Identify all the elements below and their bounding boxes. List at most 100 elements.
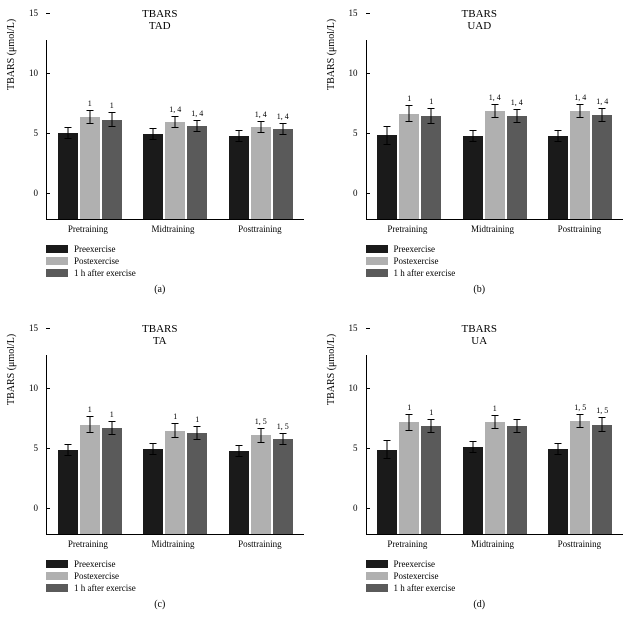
x-label: Midtraining xyxy=(151,539,194,549)
bar-groups: 111, 41, 41, 41, 4 xyxy=(367,40,624,219)
bar-fill xyxy=(143,134,163,219)
panel-d: TBARSUATBARS (μmol/L)0510151111, 51, 5Pr… xyxy=(320,315,639,629)
bar-annotation: 1 xyxy=(88,99,92,108)
bar-annotation: 1, 5 xyxy=(574,403,586,412)
bar-annotation: 1 xyxy=(88,405,92,414)
legend: PreexercisePostexercise1 h after exercis… xyxy=(46,559,314,593)
bar-fill xyxy=(187,126,207,220)
error-bar xyxy=(282,123,283,135)
y-axis-label: TBARS (μmol/L) xyxy=(6,19,17,90)
bar-fill xyxy=(58,133,78,219)
bar xyxy=(229,451,249,534)
legend: PreexercisePostexercise1 h after exercis… xyxy=(366,559,634,593)
error-bar xyxy=(431,108,432,125)
bar: 1, 5 xyxy=(570,421,590,534)
title-line1: TBARS xyxy=(142,8,177,20)
bar-annotation: 1 xyxy=(407,403,411,412)
legend-item: Preexercise xyxy=(366,244,634,254)
bar-annotation: 1, 4 xyxy=(511,98,523,107)
error-bar xyxy=(558,443,559,455)
y-tick: 0 xyxy=(34,503,39,513)
x-label: Posttraining xyxy=(238,224,282,234)
legend-item: 1 h after exercise xyxy=(46,583,314,593)
bar-groups: 11111, 51, 5 xyxy=(47,355,304,534)
error-bar xyxy=(494,415,495,429)
error-bar xyxy=(89,110,90,124)
bar-fill xyxy=(377,135,397,219)
bar xyxy=(548,136,568,219)
error-bar xyxy=(409,105,410,122)
error-bar xyxy=(516,419,517,433)
bar xyxy=(377,450,397,534)
error-bar xyxy=(472,130,473,142)
bar: 1 xyxy=(421,426,441,534)
bar xyxy=(377,135,397,219)
bar-fill xyxy=(377,450,397,534)
title-line2: TA xyxy=(153,335,167,347)
title-line2: TAD xyxy=(149,20,171,32)
bar-annotation: 1, 4 xyxy=(489,93,501,102)
error-bar xyxy=(602,108,603,122)
chart-area: 11111, 51, 5 xyxy=(46,355,304,535)
bar xyxy=(143,449,163,534)
legend-label: Preexercise xyxy=(74,244,115,254)
bar xyxy=(58,450,78,534)
bar: 1 xyxy=(102,120,122,220)
bar-fill xyxy=(165,431,185,534)
y-tick: 15 xyxy=(29,8,38,18)
panel-a: TBARSTADTBARS (μmol/L)051015111, 41, 41,… xyxy=(0,0,320,315)
x-label: Pretraining xyxy=(387,224,427,234)
legend: PreexercisePostexercise1 h after exercis… xyxy=(366,244,634,278)
bar: 1, 5 xyxy=(592,425,612,534)
subplot-caption: (d) xyxy=(326,599,634,610)
y-tick: 5 xyxy=(353,128,358,138)
bar: 1, 4 xyxy=(592,115,612,219)
legend-item: Postexercise xyxy=(46,571,314,581)
error-bar xyxy=(580,414,581,428)
bar-fill xyxy=(273,439,293,534)
bar-groups: 111, 41, 41, 41, 4 xyxy=(47,40,304,219)
error-bar xyxy=(387,440,388,459)
bar-annotation: 1, 4 xyxy=(169,105,181,114)
y-tick: 0 xyxy=(353,188,358,198)
title-line1: TBARS xyxy=(462,323,497,335)
bar: 1 xyxy=(485,422,505,534)
x-label: Pretraining xyxy=(387,539,427,549)
legend-item: Postexercise xyxy=(46,256,314,266)
x-labels: PretrainingMidtrainingPosttraining xyxy=(366,224,624,234)
y-tick: 5 xyxy=(34,443,39,453)
bar-group: 1, 41, 4 xyxy=(548,111,612,219)
x-label: Pretraining xyxy=(68,224,108,234)
bar-annotation: 1 xyxy=(493,404,497,413)
bar-fill xyxy=(485,111,505,219)
error-bar xyxy=(516,109,517,123)
legend-label: Preexercise xyxy=(394,559,435,569)
bar xyxy=(463,447,483,533)
bar-group: 11 xyxy=(377,422,441,534)
y-axis-label: TBARS (μmol/L) xyxy=(326,333,337,404)
chart-title: TBARSUAD xyxy=(326,8,634,32)
error-bar xyxy=(197,426,198,440)
bar-fill xyxy=(229,136,249,219)
x-label: Midtraining xyxy=(471,539,514,549)
legend-label: 1 h after exercise xyxy=(394,583,456,593)
y-tick: 10 xyxy=(29,383,38,393)
bar-annotation: 1 xyxy=(173,412,177,421)
error-bar xyxy=(238,130,239,142)
panel-c: TBARSTATBARS (μmol/L)05101511111, 51, 5P… xyxy=(0,315,320,629)
chart-title: TBARSUA xyxy=(326,323,634,347)
bar-annotation: 1, 5 xyxy=(596,406,608,415)
bar: 1 xyxy=(399,114,419,220)
title-line2: UAD xyxy=(467,20,491,32)
bar-fill xyxy=(548,136,568,219)
bar: 1 xyxy=(102,428,122,534)
error-bar xyxy=(431,419,432,433)
bar-annotation: 1, 5 xyxy=(255,417,267,426)
bar-annotation: 1, 4 xyxy=(255,110,267,119)
y-tick: 0 xyxy=(34,188,39,198)
bar-fill xyxy=(507,116,527,219)
bar: 1, 5 xyxy=(273,439,293,534)
legend-swatch xyxy=(366,584,388,592)
bar-annotation: 1, 5 xyxy=(277,422,289,431)
bar-fill xyxy=(421,116,441,219)
